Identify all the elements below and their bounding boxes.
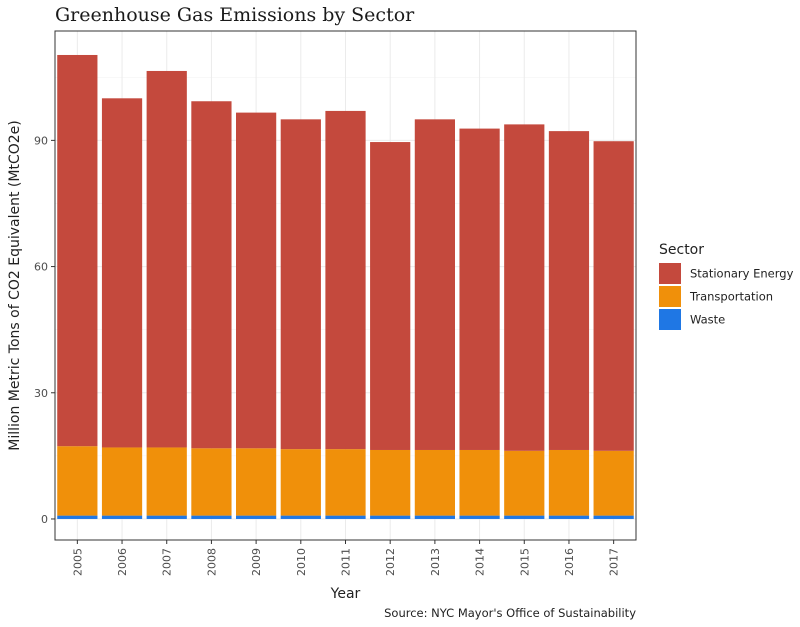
bar-stationary-energy-2016 <box>548 131 590 450</box>
bar-waste-2017 <box>593 515 634 519</box>
bar-transportation-2007 <box>146 447 187 516</box>
bar-transportation-2006 <box>101 447 143 516</box>
x-tick-label: 2007 <box>161 548 174 576</box>
bar-stationary-energy-2006 <box>101 98 143 448</box>
bar-transportation-2008 <box>191 448 232 516</box>
bar-stationary-energy-2017 <box>593 141 634 451</box>
x-tick-label: 2014 <box>474 548 487 576</box>
bar-stationary-energy-2011 <box>325 110 366 450</box>
bar-stationary-energy-2015 <box>504 124 545 451</box>
x-tick-label: 2015 <box>518 548 531 576</box>
x-tick-label: 2011 <box>340 548 353 576</box>
x-tick-label: 2008 <box>205 548 218 576</box>
y-tick-label: 90 <box>34 134 48 147</box>
bar-stationary-energy-2009 <box>236 112 277 449</box>
legend-swatch-stationary-energy <box>659 263 681 284</box>
bar-stationary-energy-2008 <box>191 101 232 449</box>
bar-waste-2014 <box>459 515 500 519</box>
x-tick-label: 2010 <box>295 548 308 576</box>
legend-label-stationary-energy: Stationary Energy <box>690 267 794 281</box>
y-axis-title: Million Metric Tons of CO2 Equivalent (M… <box>7 120 23 450</box>
bar-stationary-energy-2007 <box>146 70 187 448</box>
legend-label-transportation: Transportation <box>689 290 773 304</box>
bar-transportation-2009 <box>236 448 277 516</box>
x-axis-title: Year <box>330 586 361 602</box>
bar-transportation-2014 <box>459 449 500 516</box>
legend-label-waste: Waste <box>690 313 725 327</box>
x-tick-label: 2005 <box>71 548 84 576</box>
x-tick-label: 2016 <box>563 548 576 576</box>
x-tick-label: 2012 <box>384 548 397 576</box>
bar-transportation-2011 <box>325 449 366 516</box>
bar-transportation-2015 <box>504 450 545 516</box>
bars <box>57 54 634 519</box>
bar-transportation-2010 <box>280 449 321 516</box>
bar-waste-2016 <box>548 515 590 519</box>
x-tick-label: 2006 <box>116 548 129 576</box>
bar-waste-2011 <box>325 515 366 519</box>
x-axis: 2005 2006 2007 2008 2009 2010 2011 2012 2013 2014… <box>71 540 621 576</box>
y-axis: 0 30 60 90 <box>34 134 55 526</box>
bar-waste-2012 <box>370 515 411 519</box>
bar-transportation-2005 <box>57 446 98 516</box>
bar-waste-2013 <box>414 515 455 519</box>
y-tick-label: 30 <box>34 387 48 400</box>
bar-stationary-energy-2012 <box>370 142 411 450</box>
bar-waste-2006 <box>101 515 143 519</box>
y-tick-label: 60 <box>34 261 48 274</box>
x-tick-label: 2009 <box>250 548 263 576</box>
caption: Source: NYC Mayor's Office of Sustainabi… <box>384 606 636 620</box>
bar-waste-2007 <box>146 515 187 519</box>
legend-title: Sector <box>659 242 704 258</box>
bar-stationary-energy-2013 <box>414 119 455 450</box>
chart-title: Greenhouse Gas Emissions by Sector <box>55 4 415 26</box>
bar-waste-2015 <box>504 515 545 519</box>
bar-stationary-energy-2010 <box>280 119 321 450</box>
bar-stationary-energy-2005 <box>57 54 98 447</box>
bar-waste-2009 <box>236 515 277 519</box>
bar-transportation-2012 <box>370 449 411 516</box>
legend-swatch-transportation <box>659 286 681 307</box>
legend: Sector Stationary Energy Transportation Wa… <box>659 242 794 330</box>
bar-waste-2005 <box>57 515 98 519</box>
bar-stationary-energy-2014 <box>459 128 500 450</box>
legend-swatch-waste <box>659 309 681 330</box>
bar-waste-2010 <box>280 515 321 519</box>
y-tick-label: 0 <box>41 513 48 526</box>
bar-transportation-2017 <box>593 450 634 516</box>
x-tick-label: 2013 <box>429 548 442 576</box>
bar-transportation-2016 <box>548 449 590 516</box>
bar-transportation-2013 <box>414 449 455 516</box>
x-tick-label: 2017 <box>608 548 621 576</box>
bar-waste-2008 <box>191 515 232 519</box>
